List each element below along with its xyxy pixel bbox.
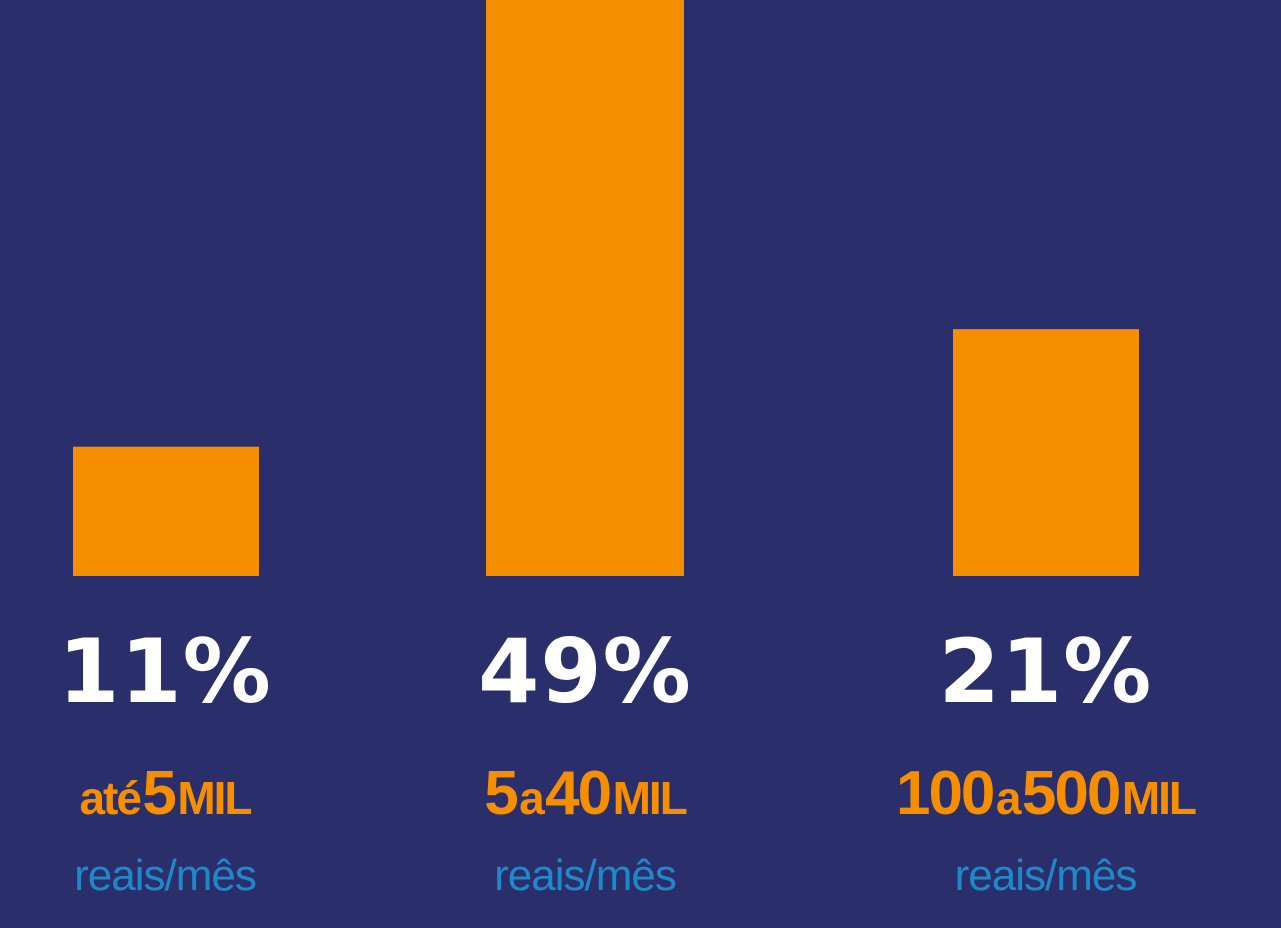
value-label-1: 11% xyxy=(58,620,272,723)
category-label-part: a xyxy=(519,772,545,824)
category-label-part: MIL xyxy=(1121,772,1197,824)
category-label-part: MIL xyxy=(177,772,252,824)
bar-1 xyxy=(73,446,259,576)
category-label-1: até 5 MIL xyxy=(0,754,330,850)
value-label-3: 21% xyxy=(938,620,1153,723)
category-label-3: 100 a 500 MIL xyxy=(810,754,1281,850)
value-label-2: 49% xyxy=(478,620,692,723)
category-label-part: MIL xyxy=(612,772,688,824)
category-label-part: 100 xyxy=(895,759,995,828)
bar-2 xyxy=(486,0,684,576)
category-label-part: 5 xyxy=(142,759,177,828)
category-label-part: 40 xyxy=(545,759,612,828)
bar-3 xyxy=(953,329,1139,576)
sublabel-2: reais/mês xyxy=(494,851,677,900)
category-label-2: 5 a 40 MIL xyxy=(400,754,770,850)
category-label-part: 500 xyxy=(1021,759,1121,828)
category-label-part: até xyxy=(79,772,142,824)
category-column-3: 21% 100 a 500 MIL reais/mês xyxy=(810,0,1281,928)
sublabel-3: reais/mês xyxy=(954,851,1138,900)
sublabel-1: reais/mês xyxy=(74,851,257,900)
category-label-part: a xyxy=(995,772,1022,824)
bars-group xyxy=(73,0,1139,576)
category-column-1: 11% até 5 MIL reais/mês xyxy=(0,0,330,928)
category-column-2: 49% 5 a 40 MIL reais/mês xyxy=(400,0,770,928)
category-label-part: 5 xyxy=(484,759,519,828)
